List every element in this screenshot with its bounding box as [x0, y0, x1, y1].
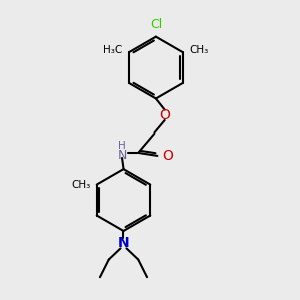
Text: N: N [117, 149, 127, 162]
Text: O: O [163, 149, 173, 163]
Text: H: H [118, 141, 125, 151]
Text: CH₃: CH₃ [189, 45, 208, 55]
Text: H₃C: H₃C [103, 45, 123, 55]
Text: CH₃: CH₃ [71, 180, 90, 190]
Text: N: N [118, 236, 129, 250]
Text: Cl: Cl [150, 18, 162, 31]
Text: O: O [159, 108, 170, 122]
